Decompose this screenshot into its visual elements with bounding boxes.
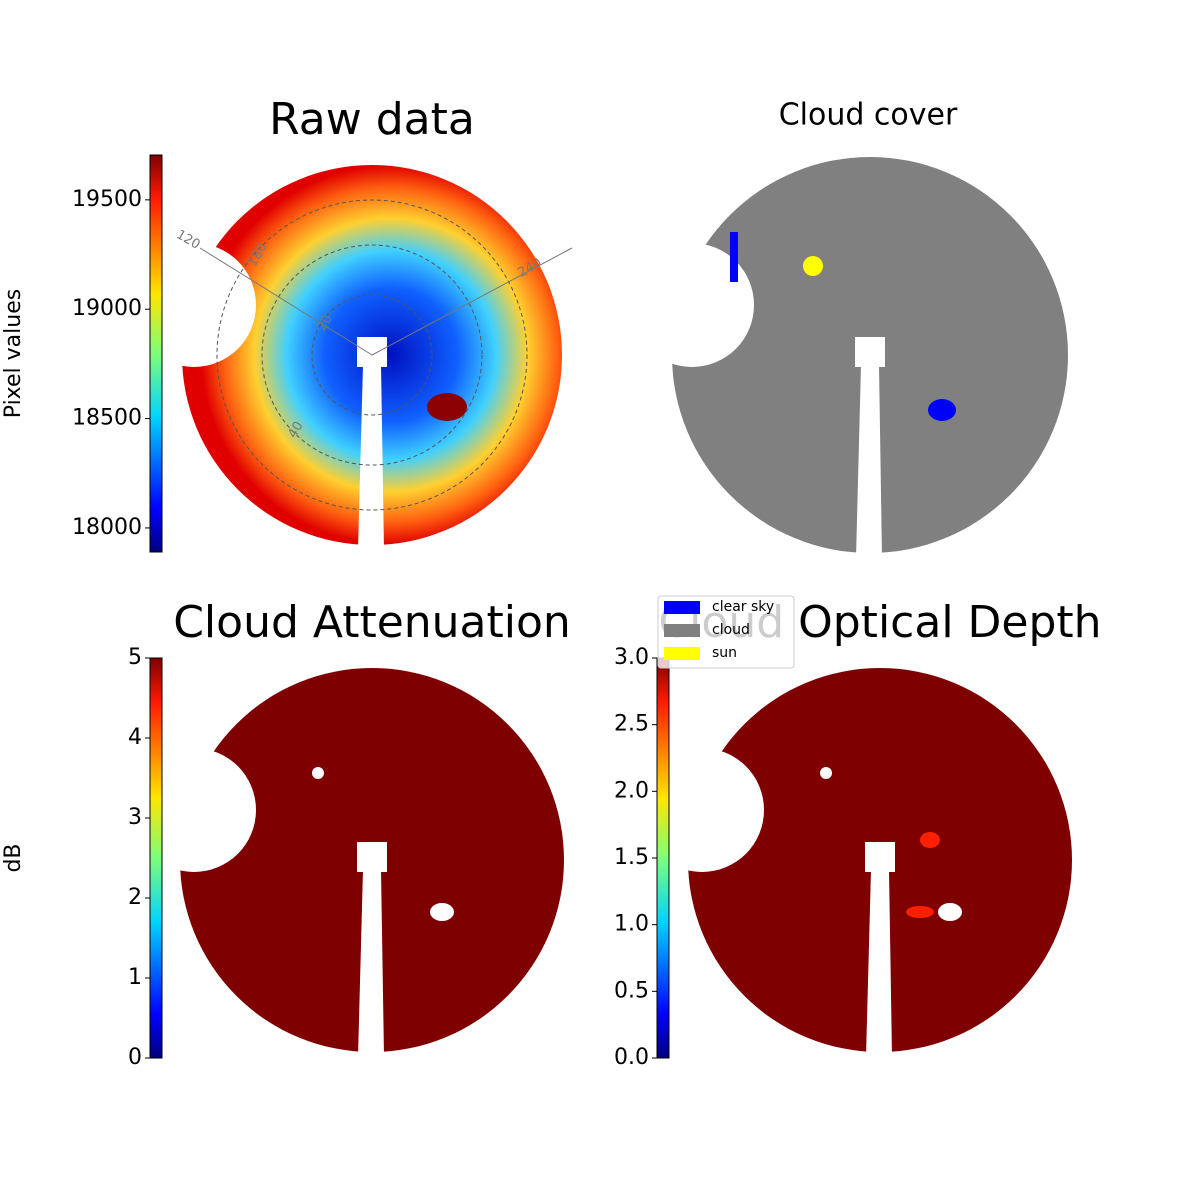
colorbar-tick-label: 1.0 (614, 912, 649, 937)
polar-label: 20 (314, 312, 335, 334)
colorbar-label: dB (1, 843, 26, 872)
legend-swatch (664, 624, 700, 637)
colorbar-tick-label: 3.0 (614, 645, 649, 670)
clear-patch (928, 399, 956, 421)
legend-label: clear sky (712, 599, 774, 615)
colorbar-tick-label: 1 (128, 965, 142, 990)
colorbar-label: Pixel values (1, 289, 26, 418)
panel-title: Cloud cover (779, 98, 958, 133)
polar-spoke (199, 247, 373, 356)
sky-image (688, 668, 1072, 1052)
sky-image (180, 668, 564, 1052)
legend-swatch (664, 647, 700, 660)
colorbar-tick-label: 19000 (72, 296, 142, 321)
colorbar-tick-label: 19500 (72, 187, 142, 212)
polar-ring (216, 199, 528, 511)
colorbar-tick-label: 4 (128, 725, 142, 750)
polar-spoke (371, 247, 573, 356)
colorbar (149, 657, 163, 1059)
colorbar (149, 154, 163, 553)
colorbar-tick-label: 0.5 (614, 978, 649, 1003)
legend-swatch (664, 601, 700, 614)
panel-title: Cloud Attenuation (173, 597, 571, 648)
polar-ring (261, 244, 483, 466)
colorbar-tick-label: 0 (128, 1045, 142, 1070)
colorbar-tick-label: 5 (128, 645, 142, 670)
colorbar-tick-label: 0.0 (614, 1045, 649, 1070)
colorbar-tick-label: 2.5 (614, 712, 649, 737)
colorbar-tick-label: 18500 (72, 406, 142, 431)
colorbar-tick-label: 1.5 (614, 845, 649, 870)
sun-hole (820, 767, 832, 779)
panel-title: Raw data (269, 94, 475, 145)
sun-marker (803, 256, 823, 276)
thin-cloud (920, 832, 940, 848)
clear-hole (938, 903, 962, 921)
polar-ring (311, 294, 433, 416)
clear-edge (730, 232, 738, 282)
colorbar (656, 657, 670, 1059)
polar-label: 40 (285, 419, 306, 441)
thin-cloud (906, 906, 934, 918)
colorbar-tick-label: 3 (128, 805, 142, 830)
sun-blob (427, 393, 467, 421)
clear-hole (430, 903, 454, 921)
legend-label: cloud (712, 622, 750, 638)
colorbar-tick-label: 18000 (72, 515, 142, 540)
legend-label: sun (712, 645, 737, 661)
colorbar-tick-label: 2 (128, 885, 142, 910)
colorbar-tick-label: 2.0 (614, 778, 649, 803)
sky-image (672, 157, 1068, 553)
sun-hole (312, 767, 324, 779)
